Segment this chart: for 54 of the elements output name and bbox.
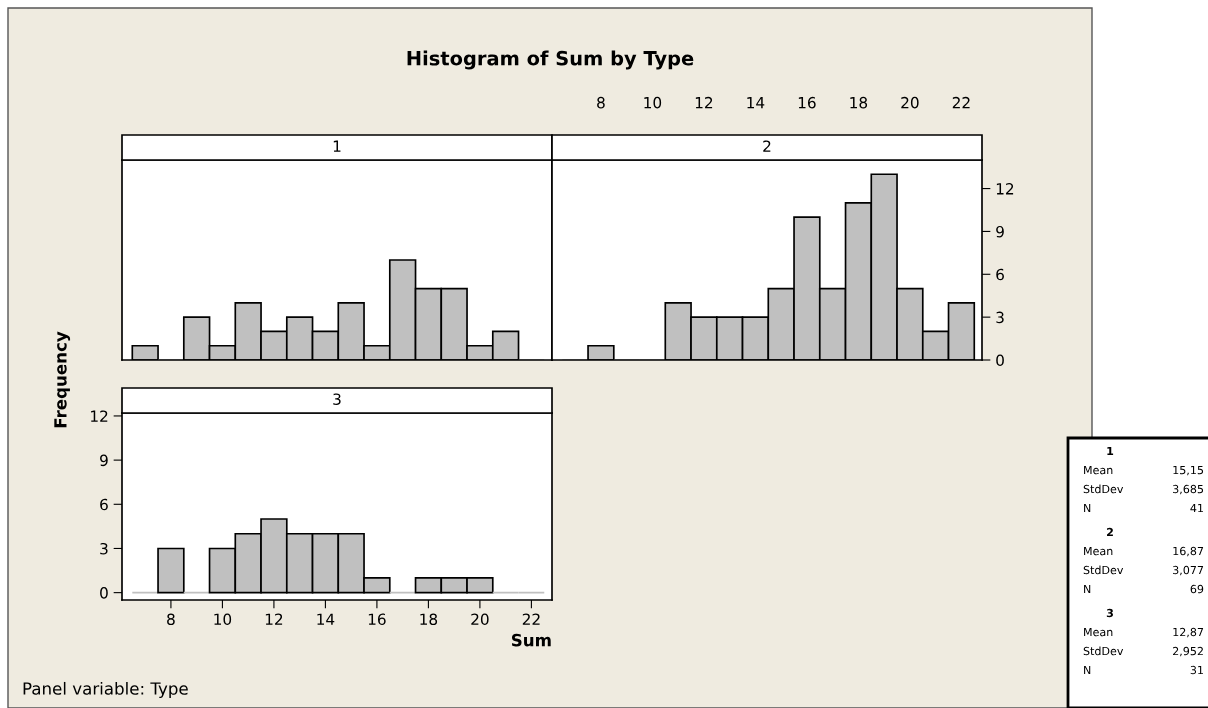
x-axis-title: Sum bbox=[511, 633, 551, 647]
text: 3,077 bbox=[1173, 565, 1204, 576]
x-tick-label: 20 bbox=[471, 613, 489, 626]
chart-subtitle: 2 bbox=[763, 140, 771, 152]
text: 69 bbox=[1190, 584, 1204, 594]
text: 3 bbox=[1106, 608, 1113, 618]
x-tick-label: 18 bbox=[420, 613, 438, 626]
y-tick-label: 12 bbox=[996, 183, 1014, 195]
chart-subtitle: 3 bbox=[333, 393, 341, 405]
text: 3,685 bbox=[1173, 484, 1204, 495]
text: Mean bbox=[1084, 546, 1113, 556]
y-tick-label: 9 bbox=[996, 225, 1004, 238]
text: 12,87 bbox=[1173, 627, 1204, 638]
y-tick-label: 6 bbox=[100, 498, 108, 511]
text: Mean bbox=[1084, 465, 1113, 475]
text: Mean bbox=[1084, 627, 1113, 637]
text: 2,952 bbox=[1173, 646, 1203, 657]
text: 2 bbox=[1107, 527, 1113, 537]
text: Panel variable: Type bbox=[23, 681, 188, 699]
x-tick-label: 22 bbox=[522, 613, 540, 625]
text: StdDev bbox=[1083, 565, 1124, 575]
y-tick-label: 3 bbox=[996, 311, 1004, 324]
text: 1 bbox=[1107, 446, 1114, 456]
y-tick-label: 0 bbox=[100, 587, 108, 599]
x-tick-label: 14 bbox=[317, 613, 335, 625]
y-tick-label: 12 bbox=[91, 410, 108, 422]
text: N bbox=[1084, 503, 1091, 513]
x-tick-label: 14 bbox=[747, 97, 765, 109]
y-axis-title: Frequency bbox=[54, 331, 71, 428]
y-tick-label: 3 bbox=[100, 542, 108, 555]
x-tick-label: 12 bbox=[695, 96, 713, 109]
x-tick-label: 22 bbox=[952, 96, 970, 109]
chart-title: Histogram of Sum by Type bbox=[407, 50, 694, 70]
text: StdDev bbox=[1083, 646, 1124, 656]
y-tick-label: 0 bbox=[996, 354, 1004, 367]
x-tick-label: 16 bbox=[368, 613, 386, 626]
text: 16,87 bbox=[1173, 546, 1204, 557]
y-tick-label: 9 bbox=[100, 454, 108, 467]
x-tick-label: 10 bbox=[644, 96, 662, 109]
text: 15,15 bbox=[1173, 465, 1204, 476]
x-tick-label: 16 bbox=[798, 96, 816, 109]
y-tick-label: 6 bbox=[996, 268, 1004, 281]
text: N bbox=[1084, 665, 1091, 675]
x-tick-label: 12 bbox=[265, 613, 283, 625]
chart-subtitle: 1 bbox=[333, 140, 341, 152]
x-tick-label: 20 bbox=[901, 96, 919, 109]
text: 41 bbox=[1190, 503, 1203, 513]
text: 31 bbox=[1190, 665, 1203, 675]
text: StdDev bbox=[1083, 484, 1124, 494]
x-tick-label: 8 bbox=[167, 613, 175, 626]
x-tick-label: 8 bbox=[597, 96, 605, 109]
x-tick-label: 18 bbox=[850, 96, 868, 109]
x-tick-label: 10 bbox=[214, 613, 232, 626]
text: N bbox=[1084, 584, 1091, 594]
